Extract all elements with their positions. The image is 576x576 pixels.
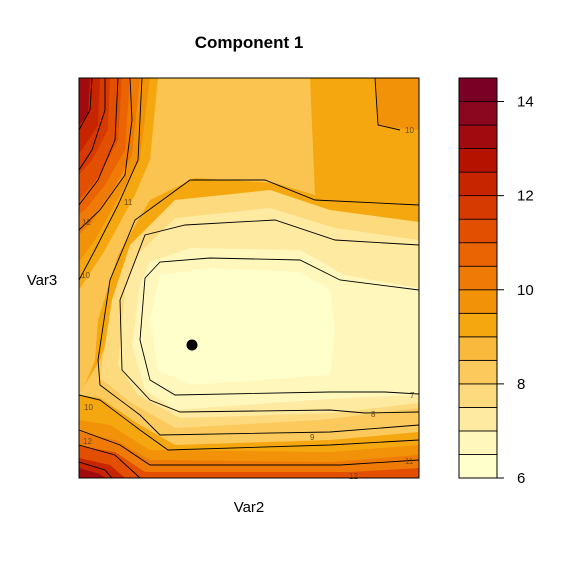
color-key-tick-label: 14	[517, 94, 534, 111]
contour-label: 9	[310, 433, 315, 442]
contour-band-bottom-14	[79, 468, 105, 478]
chart-title: Component 1	[195, 33, 304, 52]
contour-line-11b	[79, 429, 419, 466]
color-key-swatch	[458, 124, 498, 149]
color-key-swatch	[458, 383, 498, 408]
color-key-axis: 6 8 10 12 14	[497, 94, 534, 487]
contour-label: 10	[81, 271, 90, 280]
contour-label: 12	[82, 218, 91, 227]
color-key-tick-label: 8	[517, 376, 525, 393]
color-key-swatch	[458, 454, 498, 479]
y-axis-label: Var3	[27, 272, 58, 289]
color-key-swatch	[458, 336, 498, 361]
contour-line-12a	[79, 78, 119, 206]
contour-label: 10	[405, 126, 414, 135]
contour-line-9a	[97, 179, 419, 361]
color-key-swatch	[458, 77, 498, 102]
color-key-swatch	[458, 430, 498, 455]
color-key-swatch	[458, 101, 498, 126]
color-key-swatch	[458, 148, 498, 173]
color-key	[458, 77, 498, 479]
color-key-tick-label: 10	[517, 282, 534, 299]
contour-label: 11	[405, 457, 414, 466]
contour-lines	[79, 78, 419, 478]
color-key-swatch	[458, 265, 498, 291]
contour-band-bottom-11	[79, 432, 419, 478]
contour-line-7b	[139, 277, 419, 396]
color-key-swatch	[458, 312, 498, 338]
contour-line-9b	[97, 359, 419, 436]
contour-label: 10	[84, 403, 93, 412]
color-key-swatch	[458, 218, 498, 244]
color-key-frame	[458, 77, 498, 479]
x-axis-label: Var2	[234, 499, 265, 516]
contour-level-6.5	[150, 268, 335, 385]
color-key-swatch	[458, 407, 498, 432]
contour-line-12b	[79, 444, 141, 478]
contour-line-11a	[79, 78, 133, 231]
contour-line-8b	[119, 299, 419, 414]
contour-line-13a	[79, 78, 106, 171]
contour-label: 12	[349, 472, 358, 481]
color-key-swatch	[458, 171, 498, 197]
contour-line-7a	[144, 257, 419, 291]
plot-border	[78, 77, 420, 479]
contour-line-10c	[374, 78, 401, 131]
contour-label: 8	[371, 410, 376, 419]
contour-line-10a	[79, 78, 143, 281]
contour-level-10.5	[375, 78, 419, 130]
color-key-swatch	[458, 289, 498, 314]
color-key-tick-label: 12	[517, 188, 534, 205]
contour-field	[79, 78, 419, 478]
color-key-swatch	[458, 359, 498, 385]
contour-line-13b	[79, 461, 113, 478]
color-key-swatch	[458, 195, 498, 220]
contour-band-left-14	[79, 78, 90, 125]
contour-label: 12	[83, 437, 92, 446]
color-key-tick-label: 6	[517, 470, 525, 487]
color-key-swatch	[458, 242, 498, 267]
contour-labels: 7 8 9 10 10 10 11 11 12 12 12	[81, 126, 415, 481]
contour-label: 7	[410, 391, 415, 400]
contour-line-14a	[79, 78, 93, 131]
contour-line-10b	[79, 394, 419, 451]
contour-label: 11	[124, 198, 133, 207]
optimum-marker	[186, 339, 198, 351]
contour-line-8a	[119, 219, 419, 301]
